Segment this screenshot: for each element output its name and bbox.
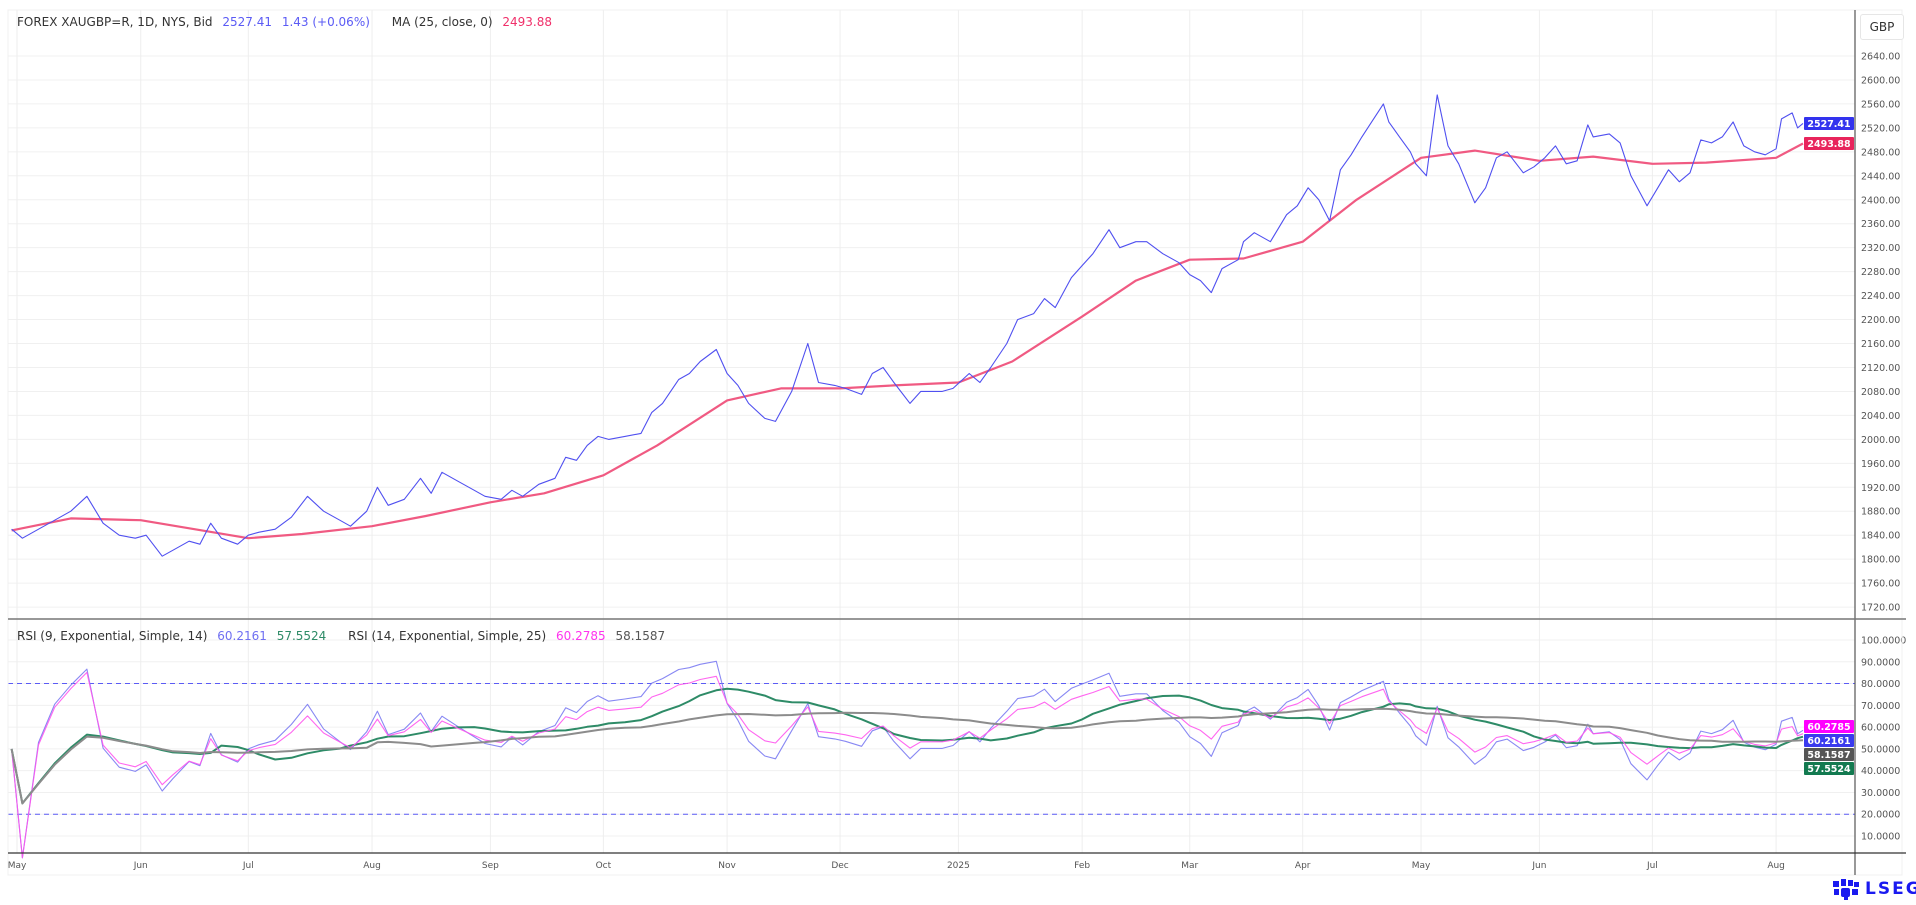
rsi1-line xyxy=(11,660,1804,859)
rsi-tick-label: 70.0000 xyxy=(1861,701,1900,712)
rsi-tick-label: 90.0000 xyxy=(1861,657,1900,668)
price-tick-label: 2400.00 xyxy=(1861,195,1900,206)
currency-label: GBP xyxy=(1869,20,1895,34)
ma-value: 2493.88 xyxy=(502,15,552,29)
price-tick-label: 1960.00 xyxy=(1861,459,1900,470)
ma-line xyxy=(11,142,1804,540)
series-group xyxy=(8,94,1855,859)
rsi1-ma-value: 57.5524 xyxy=(276,629,327,643)
rsi-tick-label: 60.0000 xyxy=(1861,723,1900,734)
price-tick-label: 1760.00 xyxy=(1861,579,1900,590)
time-tick-label: Nov xyxy=(718,861,736,871)
rsi2-label: RSI (14, Exponential, Simple, 25) xyxy=(348,629,547,643)
price-tick-label: 2120.00 xyxy=(1861,363,1900,374)
time-tick-label: May xyxy=(1412,861,1431,871)
rsi1-value: 60.2161 xyxy=(217,629,267,643)
price-tick-label: 2360.00 xyxy=(1861,219,1900,230)
ma-label: MA (25, close, 0) xyxy=(391,15,493,29)
price-tick-label: 2160.00 xyxy=(1861,339,1900,350)
rsi-legend: RSI (9, Exponential, Simple, 14) 60.2161… xyxy=(17,629,671,643)
rsi1-tag xyxy=(1804,734,1854,748)
price-tick-label: 1840.00 xyxy=(1861,531,1900,542)
lseg-logo: LSEG xyxy=(1832,878,1916,900)
rsi2-line xyxy=(11,671,1804,859)
frame xyxy=(7,9,1906,876)
price-legend: FOREX XAUGBP=R, 1D, NYS, Bid 2527.41 1.4… xyxy=(17,15,558,29)
currency-button[interactable]: GBP xyxy=(1860,14,1904,40)
price-tick-label: 2560.00 xyxy=(1861,99,1900,110)
price-tick-label: 1880.00 xyxy=(1861,507,1900,518)
price-tick-label: 2200.00 xyxy=(1861,315,1900,326)
price-axis[interactable]: 2640.00 2600.00 2560.00 2520.00 2480.00 2440.… xyxy=(1861,52,1900,614)
price-tick-label: 1720.00 xyxy=(1861,603,1900,614)
rsi2-ma-tag xyxy=(1804,748,1854,762)
rsi2-ma-line xyxy=(10,707,1804,805)
logo-text: LSEG xyxy=(1865,879,1916,899)
chart-border xyxy=(7,9,1903,876)
price-tick-label: 2440.00 xyxy=(1861,171,1900,182)
price-change: 1.43 (+0.06%) xyxy=(281,15,370,29)
rsi2-ma-value: 58.1587 xyxy=(615,629,666,643)
price-line xyxy=(11,94,1804,557)
price-tick-label: 2520.00 xyxy=(1861,123,1900,134)
last-price-tag-label: 2527.41 xyxy=(1807,119,1850,130)
time-tick-label: Dec xyxy=(831,861,848,871)
time-tick-label: May xyxy=(8,861,27,871)
ma-value-tag-label: 2493.88 xyxy=(1807,139,1851,150)
rsi2-tag-label: 60.2785 xyxy=(1807,722,1850,733)
last-price: 2527.41 xyxy=(222,15,272,29)
rsi-axis[interactable]: 100.0000 90.0000 80.0000 70.0000 60.0000 50.0… xyxy=(1861,636,1906,843)
time-tick-label: Mar xyxy=(1181,861,1198,871)
ma-value-tag xyxy=(1804,137,1854,151)
price-tick-label: 2240.00 xyxy=(1861,291,1900,302)
time-tick-label: Jun xyxy=(133,861,148,871)
price-tick-label: 2080.00 xyxy=(1861,387,1900,398)
time-tick-label: Oct xyxy=(596,861,612,871)
time-tick-label: Feb xyxy=(1074,861,1090,871)
rsi-tick-label: 20.0000 xyxy=(1861,810,1900,821)
time-tick-label: 2025 xyxy=(947,861,970,871)
rsi-tick-label: 80.0000 xyxy=(1861,679,1900,690)
time-tick-label: Aug xyxy=(1767,861,1785,871)
last-price-tag xyxy=(1804,116,1854,130)
last-value-tags: 2527.41 2493.88 60.2785 60.2161 58.1587 57.55… xyxy=(1804,116,1854,776)
time-tick-label: Jul xyxy=(1646,861,1658,871)
price-tick-label: 2320.00 xyxy=(1861,243,1900,254)
price-tick-label: 2600.00 xyxy=(1861,75,1900,86)
rsi1-label: RSI (9, Exponential, Simple, 14) xyxy=(17,629,208,643)
price-tick-label: 2280.00 xyxy=(1861,267,1900,278)
lseg-emblem-icon xyxy=(1833,879,1859,900)
rsi-tick-label: 40.0000 xyxy=(1861,766,1900,777)
rsi1-ma-tag xyxy=(1804,762,1854,776)
price-tick-label: 2480.00 xyxy=(1861,147,1900,158)
rsi2-ma-tag-label: 58.1587 xyxy=(1807,750,1850,761)
rsi-tick-label: 50.0000 xyxy=(1861,744,1900,755)
time-tick-label: Aug xyxy=(363,861,381,871)
instrument-label: FOREX XAUGBP=R, 1D, NYS, Bid xyxy=(17,15,213,29)
rsi1-ma-tag-label: 57.5524 xyxy=(1807,764,1851,775)
rsi1-tag-label: 60.2161 xyxy=(1807,736,1850,747)
price-tick-label: 1920.00 xyxy=(1861,483,1900,494)
rsi2-tag xyxy=(1804,720,1854,734)
time-tick-label: Jun xyxy=(1531,861,1546,871)
grid-lines xyxy=(8,10,1855,853)
price-tick-label: 2000.00 xyxy=(1861,435,1900,446)
rsi-tick-label: 100.0000 xyxy=(1861,636,1906,647)
time-tick-label: Jul xyxy=(242,861,254,871)
rsi2-value: 60.2785 xyxy=(556,629,606,643)
price-tick-label: 2640.00 xyxy=(1861,52,1900,63)
time-tick-label: Apr xyxy=(1295,861,1311,871)
time-tick-label: Sep xyxy=(482,861,499,871)
price-tick-label: 2040.00 xyxy=(1861,411,1900,422)
time-axis[interactable]: May Jun Jul Aug Sep Oct Nov Dec 2025 Feb Mar Apr May… xyxy=(8,861,1785,871)
price-tick-label: 1800.00 xyxy=(1861,555,1900,566)
rsi-tick-label: 10.0000 xyxy=(1861,832,1900,843)
rsi-tick-label: 30.0000 xyxy=(1861,788,1900,799)
